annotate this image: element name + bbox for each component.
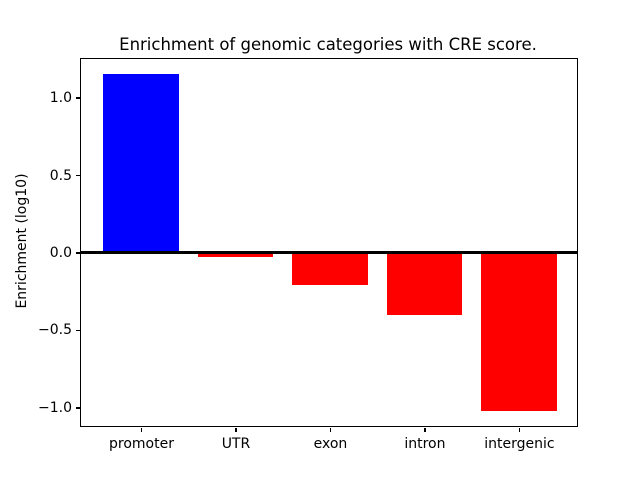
x-tick-mark [518, 428, 521, 432]
zero-baseline [81, 251, 577, 255]
x-tick-label-promoter: promoter [109, 436, 174, 452]
y-tick-mark [76, 174, 80, 177]
bar-UTR [197, 252, 274, 258]
x-tick-label-intron: intron [404, 436, 446, 452]
bar-exon [292, 252, 368, 286]
y-axis-label-text: Enrichment (log10) [14, 173, 30, 309]
plot-area [80, 58, 578, 427]
y-tick-mark [76, 252, 80, 254]
x-tick-mark [424, 428, 426, 432]
x-tick-label-intergenic: intergenic [484, 436, 555, 452]
x-tick-mark [329, 428, 332, 432]
y-tick-mark [76, 97, 80, 99]
x-tick-label-exon: exon [313, 436, 348, 452]
x-tick-mark [140, 428, 143, 432]
y-tick-mark [76, 329, 80, 332]
x-tick-mark [235, 428, 237, 432]
y-tick-label: 0.5 [49, 167, 72, 184]
chart-title: Enrichment of genomic categories with CR… [119, 35, 537, 54]
y-tick-label: 0.0 [49, 245, 72, 262]
y-tick-label: 1.0 [49, 90, 72, 107]
bar-intergenic [481, 252, 557, 411]
y-tick-label: −0.5 [38, 322, 72, 339]
y-tick-mark [76, 407, 80, 409]
bar-intron [386, 252, 463, 315]
y-tick-label: −1.0 [38, 399, 72, 416]
bar-promoter [103, 74, 179, 253]
x-tick-label-UTR: UTR [221, 436, 251, 452]
